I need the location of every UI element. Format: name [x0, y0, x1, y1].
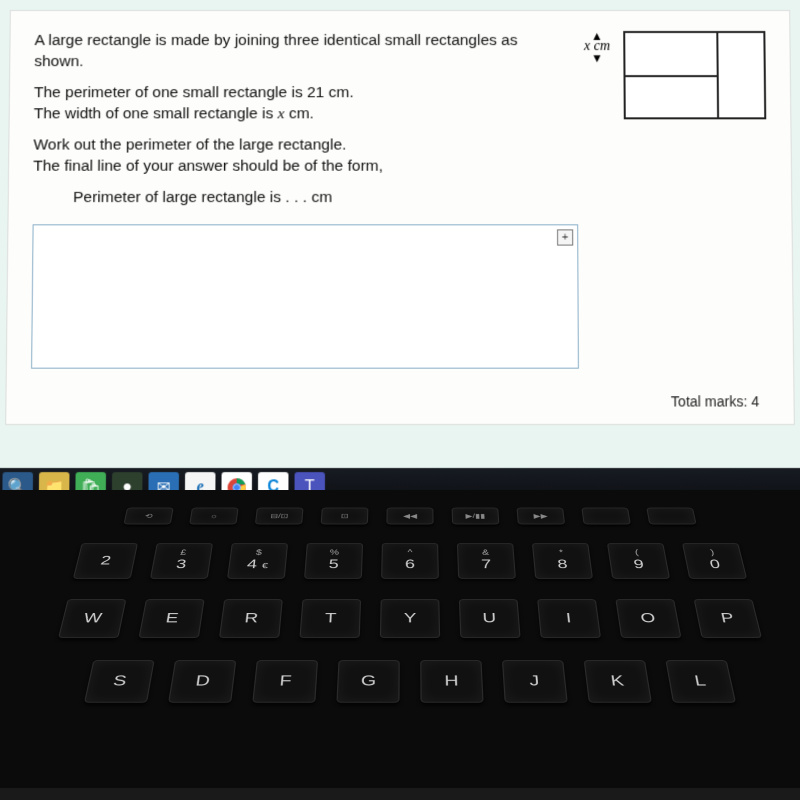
question-given: The perimeter of one small rectangle is … — [34, 83, 558, 125]
answer-form-line: Perimeter of large rectangle is . . . cm — [33, 187, 558, 208]
fn-key — [646, 508, 696, 525]
letter-key: W — [58, 599, 126, 638]
fn-key: ⊡ — [321, 508, 369, 525]
letter-key: Y — [380, 599, 440, 638]
rectangle-diagram — [623, 31, 767, 119]
letter-key: T — [299, 599, 361, 638]
diagram-vline — [716, 33, 719, 117]
fn-key — [581, 508, 630, 525]
letter-key: U — [459, 599, 521, 638]
x-dimension-label: ▲ x cm ▼ — [575, 33, 619, 61]
number-key: *8 — [532, 543, 593, 579]
letter-key: L — [665, 660, 736, 703]
fn-key: ⊟/⊡ — [255, 508, 304, 525]
question-task: Work out the perimeter of the large rect… — [33, 135, 558, 177]
letter-key: O — [615, 599, 681, 638]
letter-key: P — [694, 599, 762, 638]
number-key: 2 — [73, 543, 138, 579]
keyboard-number-row: 2 £3 $4 € %5 ^6&7 *8 (9 )0 — [0, 543, 800, 579]
letter-key: J — [502, 660, 568, 703]
keyboard-row-asdf: SDFGHJKL — [0, 660, 800, 703]
fn-key: ▶▶ — [516, 508, 565, 525]
number-key: &7 — [457, 543, 516, 579]
task-line-1: Work out the perimeter of the large rect… — [33, 136, 346, 153]
fn-key: ◀◀ — [386, 508, 433, 525]
number-key: (9 — [607, 543, 670, 579]
number-key: £3 — [150, 543, 213, 579]
letter-key: G — [336, 660, 399, 703]
letter-key: F — [252, 660, 318, 703]
number-key: )0 — [682, 543, 747, 579]
diagram-figure: ▲ x cm ▼ — [575, 31, 767, 219]
expand-icon[interactable]: + — [557, 230, 573, 246]
fn-key: ⟲ — [123, 508, 173, 525]
width-line-pre: The width of one small rectangle is — [34, 105, 278, 122]
answer-input-box[interactable]: + — [31, 225, 579, 369]
width-line-post: cm. — [284, 105, 313, 122]
letter-key: S — [84, 660, 155, 703]
width-variable: x — [278, 105, 285, 122]
fn-key: ☼ — [189, 508, 238, 525]
letter-key: K — [584, 660, 652, 703]
number-key: ^6 — [381, 543, 439, 579]
letter-key: I — [537, 599, 601, 638]
laptop-keyboard: ⟲ ☼ ⊟/⊡ ⊡ ◀◀ ▶/▮▮ ▶▶ 2 £3 $4 € %5 ^6&7 *8 (9 )0 WERTY… — [0, 490, 800, 788]
letter-key: D — [168, 660, 236, 703]
keyboard-row-qwerty: WERTYUIOP — [0, 599, 800, 638]
question-wrap: A large rectangle is made by joining thr… — [33, 31, 768, 219]
number-key: $4 € — [227, 543, 288, 579]
screenshot-root: A large rectangle is made by joining thr… — [0, 0, 800, 800]
fn-key: ▶/▮▮ — [452, 508, 500, 525]
question-text: A large rectangle is made by joining thr… — [33, 31, 558, 219]
task-line-2: The final line of your answer should be … — [33, 157, 383, 174]
keyboard-fn-row: ⟲ ☼ ⊟/⊡ ⊡ ◀◀ ▶/▮▮ ▶▶ — [0, 508, 800, 525]
number-key: %5 — [304, 543, 363, 579]
arrow-down-icon: ▼ — [591, 55, 603, 61]
total-marks-label: Total marks: 4 — [671, 393, 759, 409]
letter-key: R — [219, 599, 283, 638]
perimeter-line: The perimeter of one small rectangle is … — [34, 84, 354, 101]
question-page: A large rectangle is made by joining thr… — [5, 10, 795, 425]
monitor-screen: A large rectangle is made by joining thr… — [0, 0, 800, 507]
diagram-hline — [625, 75, 717, 77]
letter-key: E — [138, 599, 204, 638]
letter-key: H — [420, 660, 483, 703]
question-intro: A large rectangle is made by joining thr… — [34, 31, 557, 73]
